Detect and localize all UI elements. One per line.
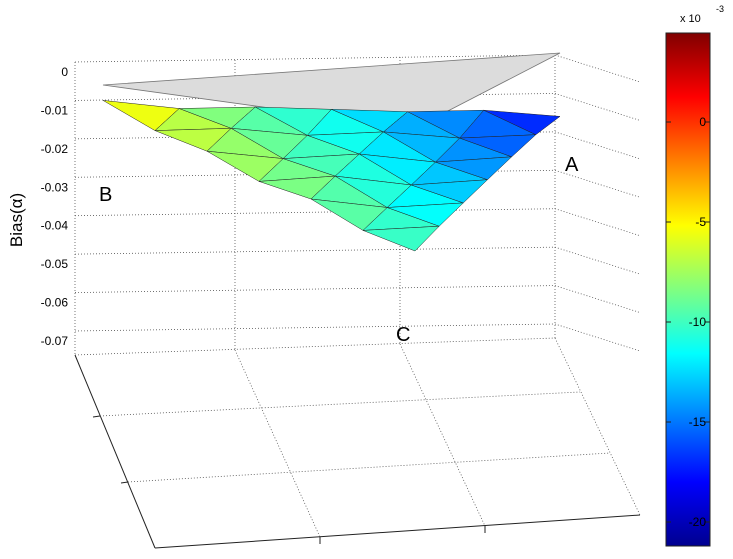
grid-line [74,246,556,255]
surface-patch [435,156,513,180]
z-axis-label: Bias(α) [7,193,26,247]
z-tick-label: -0.03 [41,180,69,194]
annotation: B [99,184,112,206]
z-tick-label: -0.02 [41,142,69,156]
z-tick-label: 0 [61,65,68,79]
colorbar-tick-label: 0 [699,115,706,129]
z-tick-label: -0.01 [41,103,69,117]
grid-line [74,54,556,63]
surface-patch [387,202,464,227]
surface-patch [459,134,537,158]
surface-patch [362,225,440,252]
colorbar-multiplier: x 10 [680,13,701,25]
surface [102,100,561,252]
grid-line [554,54,641,83]
z-tick-label: -0.04 [41,219,69,233]
colorbar [665,32,711,547]
colorbar-tick-label: -10 [689,315,707,329]
grid-line [554,93,641,121]
z-tick-label: -0.05 [41,257,69,271]
surface-patch [483,109,561,135]
colorbar-tick-label: -15 [689,415,707,429]
annotation: C [396,324,410,346]
grid-line [554,208,641,237]
colorbar-tick-label: -20 [689,515,707,529]
colorbar-tick-label: -5 [695,215,706,229]
grid-line [74,323,556,332]
z-tick-label: -0.07 [41,334,69,348]
annotation: A [565,154,579,176]
zero-plane [102,52,561,129]
grid-line [74,208,556,217]
colorbar-ticks: 0 -5 -10 -15 -20 [666,115,710,529]
grid-line [554,285,641,313]
grid-line [554,323,641,352]
grid-line [74,285,556,293]
surface-patch [411,179,489,204]
colorbar-exponent: -3 [716,4,724,14]
grid-line [554,246,641,275]
z-tick-label: -0.06 [41,296,69,310]
